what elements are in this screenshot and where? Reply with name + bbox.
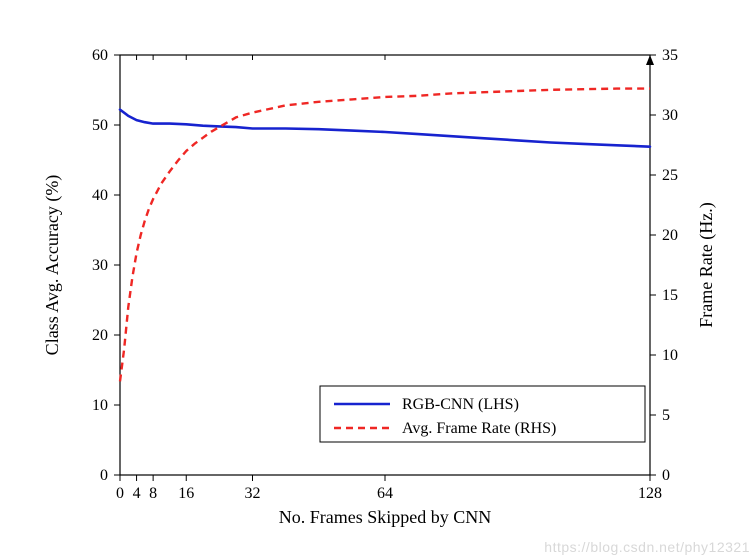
y-right-tick-label: 10 <box>662 347 678 364</box>
x-tick-label: 16 <box>178 485 194 502</box>
y-right-axis-label: Frame Rate (Hz.) <box>696 202 717 327</box>
x-tick-label: 64 <box>377 485 393 502</box>
y-right-tick-label: 15 <box>662 287 678 304</box>
y-left-tick-label: 60 <box>92 47 108 64</box>
y-left-tick-label: 10 <box>92 397 108 414</box>
y-right-tick-label: 20 <box>662 227 678 244</box>
x-tick-label: 4 <box>133 485 141 502</box>
y-right-tick-label: 30 <box>662 107 678 124</box>
y-right-tick-label: 5 <box>662 407 670 424</box>
x-tick-label: 128 <box>638 485 662 502</box>
y-right-tick-label: 35 <box>662 47 678 64</box>
x-tick-label: 8 <box>149 485 157 502</box>
y-left-tick-label: 50 <box>92 117 108 134</box>
legend-label: Avg. Frame Rate (RHS) <box>402 420 556 437</box>
y-left-tick-label: 0 <box>100 467 108 484</box>
y-left-tick-label: 40 <box>92 187 108 204</box>
y-right-tick-label: 0 <box>662 467 670 484</box>
series-accuracy <box>120 110 650 147</box>
x-tick-label: 0 <box>116 485 124 502</box>
y-left-axis-label: Class Avg. Accuracy (%) <box>42 175 63 356</box>
x-tick-label: 32 <box>245 485 261 502</box>
y-left-tick-label: 30 <box>92 257 108 274</box>
chart-svg: 048163264128010203040506005101520253035N… <box>0 0 756 559</box>
legend-label: RGB-CNN (LHS) <box>402 396 519 413</box>
y-right-tick-label: 25 <box>662 167 678 184</box>
y-left-tick-label: 20 <box>92 327 108 344</box>
x-axis-label: No. Frames Skipped by CNN <box>279 507 492 527</box>
